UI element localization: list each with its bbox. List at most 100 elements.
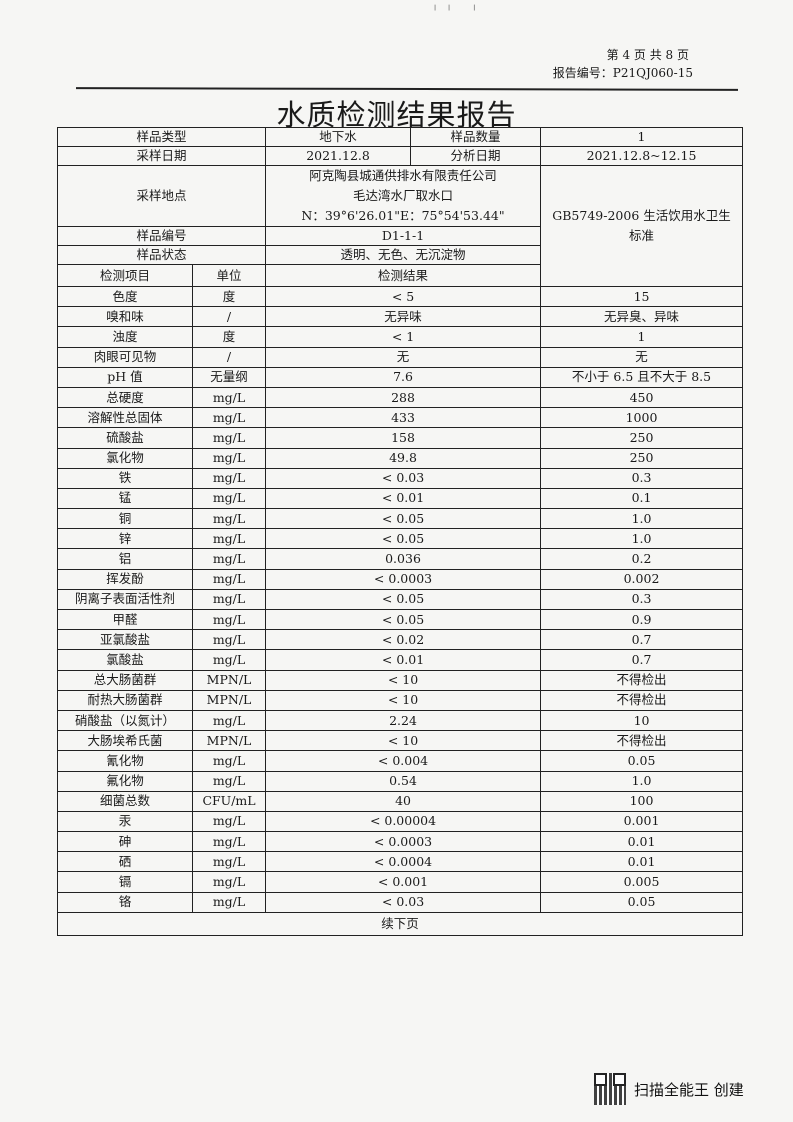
row-result: 433	[265, 407, 542, 429]
row-unit: mg/L	[191, 588, 267, 611]
row-unit: mg/L	[191, 508, 267, 530]
table-row: 氯化物 mg/L 49.8 250	[57, 447, 744, 469]
row-result: < 0.01	[265, 649, 542, 671]
row-result: < 0.0003	[265, 831, 542, 853]
table-row: 肉眼可见物 / 无无	[57, 346, 744, 368]
row-limit: 1.0	[540, 528, 744, 550]
row-result: 无异味	[265, 306, 542, 328]
column-header-row: 检测项目 单位 检测结果	[57, 264, 743, 287]
table-row: 铜 mg/L < 0.05 1.0	[57, 508, 744, 530]
row-limit: 不得检出	[540, 669, 744, 691]
row-limit: 0.001	[540, 810, 744, 833]
row-limit: 0.05	[540, 891, 744, 913]
row-item: 亚氯酸盐	[57, 629, 193, 651]
row-unit: 度	[191, 285, 267, 308]
row-item: 硫酸盐	[57, 427, 193, 449]
row-item: 细菌总数	[57, 790, 193, 812]
row-item: 嗅和味	[57, 306, 193, 328]
row-item: 氯化物	[57, 447, 193, 469]
table-row: 锰 mg/L < 0.01 0.1	[57, 487, 744, 510]
report-number: 报告编号：P21QJ060-15	[552, 66, 693, 80]
row-limit: 0.05	[540, 750, 744, 772]
row-limit: 不得检出	[540, 730, 744, 752]
location-line: N：39°6'26.01"E：75°54'53.44"	[301, 208, 505, 223]
row-item: 氟化物	[57, 770, 193, 792]
row-unit: MPN/L	[191, 669, 267, 691]
continued-note: 续下页	[56, 911, 744, 936]
header-rule	[75, 87, 739, 91]
row-item: 挥发酚	[57, 568, 193, 590]
row-result: < 0.01	[265, 487, 542, 510]
row-result: < 0.02	[265, 629, 542, 651]
row-limit: 0.9	[540, 608, 744, 631]
row-result: < 0.05	[265, 608, 542, 631]
row-limit: 0.7	[540, 649, 744, 671]
column-header-item: 检测项目	[57, 264, 193, 287]
info-row-date: 采样日期 2021.12.8 分析日期 2021.12.8~12.15	[56, 146, 744, 166]
row-limit: 100	[540, 790, 744, 812]
row-unit: mg/L	[191, 851, 267, 873]
row-unit: mg/L	[191, 629, 267, 651]
row-item: 铬	[57, 891, 193, 913]
row-result: < 10	[265, 730, 542, 752]
table-row: 色度度 < 5 15	[57, 285, 744, 308]
row-limit: 0.1	[540, 487, 744, 510]
row-unit: mg/L	[191, 750, 267, 772]
row-item: 铝	[57, 548, 193, 570]
row-unit: mg/L	[191, 891, 267, 913]
row-unit: /	[191, 306, 267, 328]
column-header-result: 检测结果	[265, 264, 542, 287]
row-result: < 0.03	[265, 467, 542, 489]
results-table: 样品类型 地下水 样品数量 1 采样日期 2021.12.8 分析日期 2021…	[56, 127, 744, 936]
table-row: 亚氯酸盐 mg/L < 0.02 0.7	[57, 629, 744, 651]
row-result: < 0.05	[265, 528, 542, 550]
page-title: 水质检测结果报告	[276, 98, 517, 132]
row-item: 硝酸盐（以氮计）	[57, 709, 193, 732]
row-item: 总大肠菌群	[57, 669, 193, 691]
row-unit: mg/L	[191, 831, 267, 853]
table-row: 硒 mg/L < 0.0004 0.01	[57, 851, 744, 873]
column-header-unit: 单位	[191, 264, 267, 287]
row-result: 0.54	[265, 770, 542, 792]
row-limit: 0.01	[540, 831, 744, 853]
row-limit: 0.002	[540, 568, 744, 590]
row-item: 铁	[57, 467, 193, 489]
row-item: 浊度	[57, 326, 193, 348]
row-limit: 10	[540, 709, 744, 732]
row-result: 158	[265, 427, 542, 449]
row-result: < 1	[265, 326, 542, 348]
row-limit: 1000	[540, 407, 744, 429]
row-limit: 无	[540, 346, 744, 368]
table-row: 总大肠菌群 MPN/L < 10 不得检出	[57, 669, 744, 691]
table-row: 氟化物 mg/L 0.54 1.0	[57, 770, 744, 792]
sample-count: 1	[540, 127, 744, 147]
row-result: 49.8	[265, 447, 542, 469]
row-result: 0.036	[265, 548, 542, 570]
table-row: 阴离子表面活性剂 mg/L < 0.05 0.3	[57, 588, 744, 611]
sample-type: 地下水	[265, 127, 412, 147]
row-unit: /	[191, 346, 267, 368]
row-result: < 10	[265, 669, 542, 691]
table-row: 挥发酚 mg/L < 0.0003 0.002	[57, 568, 744, 590]
row-limit: 无异臭、异味	[540, 306, 744, 328]
row-item: 锰	[57, 487, 193, 510]
row-unit: MPN/L	[191, 689, 267, 711]
row-item: 耐热大肠菌群	[57, 689, 193, 711]
row-result: 2.24	[265, 709, 542, 732]
row-result: < 0.05	[265, 588, 542, 611]
sampling-date: 2021.12.8	[265, 146, 412, 166]
row-unit: mg/L	[191, 709, 267, 732]
row-unit: 度	[191, 326, 267, 348]
row-result: 无	[265, 346, 542, 368]
location-label: 采样地点	[56, 165, 267, 227]
table-row: 氰化物 mg/L < 0.004 0.05	[57, 750, 744, 772]
page-indicator: 第 4 页 共 8 页	[606, 48, 689, 62]
footer-row: 续下页	[56, 911, 744, 936]
row-item: 氰化物	[57, 750, 193, 772]
row-limit: 0.005	[540, 871, 744, 893]
row-item: 大肠埃希氏菌	[57, 730, 193, 752]
location-line: 阿克陶县城通供排水有限责任公司	[309, 168, 497, 183]
table-row: 铁 mg/L < 0.03 0.3	[57, 467, 744, 489]
row-result: < 0.00004	[265, 810, 542, 833]
